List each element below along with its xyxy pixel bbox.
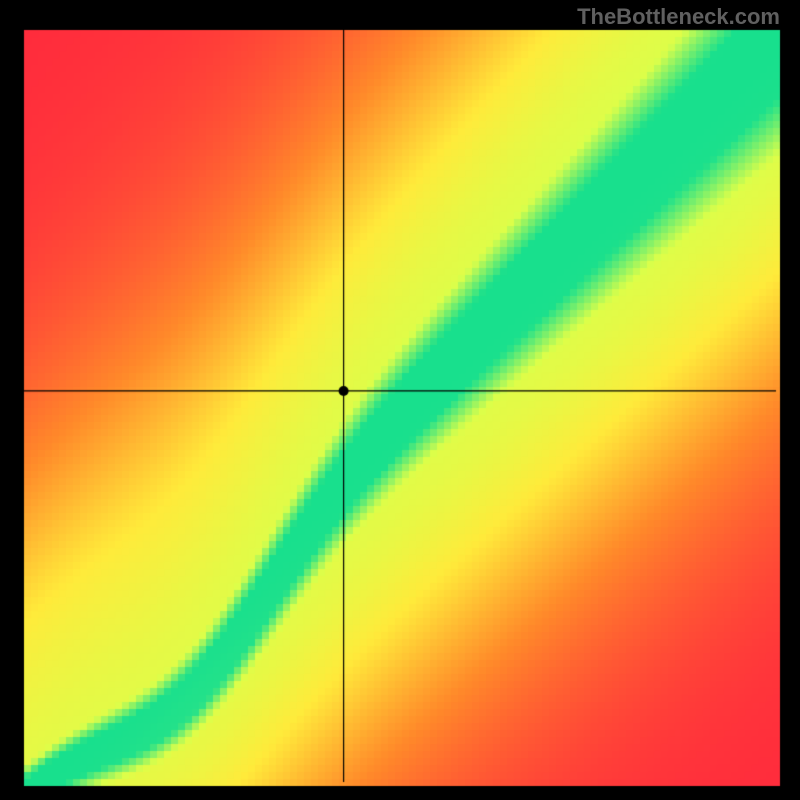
watermark-text: TheBottleneck.com <box>577 4 780 30</box>
chart-container: TheBottleneck.com <box>0 0 800 800</box>
heatmap-canvas <box>0 0 800 800</box>
